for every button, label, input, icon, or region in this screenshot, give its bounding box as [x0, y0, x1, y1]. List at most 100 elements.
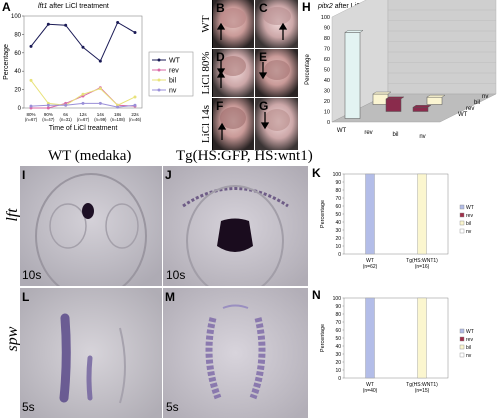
legend-marker-bil [157, 78, 161, 82]
panel-l-drawing [20, 288, 162, 418]
y-tick-label: 80 [335, 188, 341, 194]
x-axis-label-a: Time of LiCl treatment [49, 125, 118, 132]
panel-d-label: D [216, 50, 225, 64]
bar-h [344, 32, 361, 119]
legend-swatch-nv [459, 228, 465, 234]
legend-marker-nv [157, 88, 161, 92]
legend-text-nv: nv [466, 353, 472, 359]
row-label-licl80-text: LiCl 80% [200, 51, 212, 95]
legend-swatch-bil [459, 344, 465, 350]
row-label-wt: WT [199, 0, 213, 48]
y-tick-label-h: 70 [324, 47, 330, 53]
panel-a-label: A [2, 0, 11, 14]
panel-h: H pitx2 after LiCl at 14s: brain vs. LPM… [298, 0, 500, 150]
point-WT [81, 45, 85, 49]
panel-n-label: N [312, 288, 321, 302]
y-axis-label: Percentage [320, 324, 326, 352]
y-tick-label-a: 100 [11, 14, 22, 20]
point-rev [46, 106, 50, 110]
panel-l-stage: 5s [22, 400, 35, 414]
panel-e-label: E [259, 50, 268, 64]
panel-i-image [20, 166, 162, 286]
panel-a: A lft1 after LiCl treatment 0 20 40 60 80 100… [0, 0, 198, 150]
bar-top-h [412, 105, 432, 108]
y-tick-label: 80 [335, 312, 341, 318]
legend-swatch-rev [459, 212, 465, 218]
bar-h [385, 98, 402, 112]
panel-g-label: G [259, 99, 269, 113]
depth-label-h: bil [474, 100, 480, 106]
y-tick-label-a: 0 [18, 106, 22, 112]
panel-c-label: C [259, 1, 268, 15]
panel-m-label: M [165, 290, 175, 304]
legend-text-bil: bil [169, 78, 176, 85]
x-tick-n-a: (n=99) [94, 117, 107, 122]
x-tick-label-a: 14s [97, 112, 105, 117]
x-tick-label-a: 6s [63, 112, 69, 117]
x-tick-label-h: rev [364, 130, 372, 136]
y-tick-label: 60 [335, 328, 341, 334]
legend-text-bil: bil [466, 221, 471, 227]
legend-text-bil: bil [466, 345, 471, 351]
y-tick-label-h: 40 [324, 78, 330, 84]
bar-top-h [426, 94, 446, 98]
back-wall-h [387, 0, 497, 95]
panel-k-label: K [312, 166, 321, 180]
panel-f-label: F [216, 99, 224, 113]
panel-m-drawing [163, 288, 308, 418]
y-tick-label: 60 [335, 204, 341, 210]
y-tick-label: 90 [335, 180, 341, 186]
x-tick-label-h: nv [419, 134, 425, 140]
panel-a-title-rest: after LiCl treatment [49, 3, 109, 10]
panel-h-title-gene: pitx2 [318, 3, 333, 10]
x-tick-label: WT [366, 258, 374, 264]
x-tick-n-a: (n=67) [25, 117, 38, 122]
bar-WT [365, 297, 375, 379]
legend-swatch-bil [459, 220, 465, 226]
point-nv [46, 103, 50, 107]
y-axis-label-a: Percentage [3, 44, 10, 80]
x-tick-n-a: (n=31) [60, 117, 73, 122]
y-tick-label: 70 [335, 196, 341, 202]
panel-n: N 0 10 20 30 40 50 60 70 80 90 100 Percentage WT (n=4… [310, 288, 500, 418]
point-WT [98, 59, 102, 63]
x-tick-n-a: (n=46) [129, 117, 142, 122]
panel-k-chart: 0102030405060708090100PercentageWT(n=62)… [320, 172, 474, 270]
x-tick-n: (n=15) [415, 388, 430, 394]
y-tick-label: 20 [335, 236, 341, 242]
bar-top-h [385, 96, 405, 100]
x-tick-n: (n=40) [363, 388, 378, 394]
y-tick-label: 70 [335, 320, 341, 326]
x-tick-n: (n=62) [363, 264, 378, 270]
x-tick-label-h: WT [337, 128, 347, 134]
depth-label-h: rev [466, 106, 474, 112]
x-tick-label: Tg(HS:WNT1) [406, 258, 438, 264]
legend-swatch-WT [459, 328, 465, 334]
y-tick-label-a: 60 [14, 51, 21, 57]
legend-a [148, 51, 194, 97]
y-tick-label: 100 [333, 296, 342, 302]
panel-l-label: L [22, 290, 30, 304]
point-nv [81, 101, 85, 105]
x-tick-label: WT [366, 382, 374, 388]
y-tick-label: 40 [335, 220, 341, 226]
bar-h [412, 107, 429, 112]
panel-i-label: I [22, 168, 26, 182]
point-nv [98, 101, 102, 105]
y-tick-label-a: 80 [14, 32, 21, 38]
point-bil [29, 78, 33, 82]
row-label-wt-text: WT [200, 15, 212, 33]
bar-bil [417, 173, 427, 255]
legend-text-rev: rev [466, 337, 473, 343]
panel-i-drawing [20, 166, 162, 286]
panel-i-stage: 10s [22, 268, 42, 282]
bar-top-h [344, 30, 364, 33]
row-label-licl14s-text: LiCl 14s [200, 104, 212, 144]
panel-n-chart: 0102030405060708090100PercentageWT(n=40)… [320, 296, 474, 394]
panel-k: K 0 10 20 30 40 50 60 70 80 90 100 Percentage WT (n=6… [310, 166, 500, 286]
panel-m-stage: 5s [166, 400, 179, 414]
y-tick-label-h: 90 [324, 26, 330, 32]
x-tick-label-a: 12s [79, 112, 87, 117]
point-WT [29, 44, 33, 48]
y-tick-label: 50 [335, 336, 341, 342]
